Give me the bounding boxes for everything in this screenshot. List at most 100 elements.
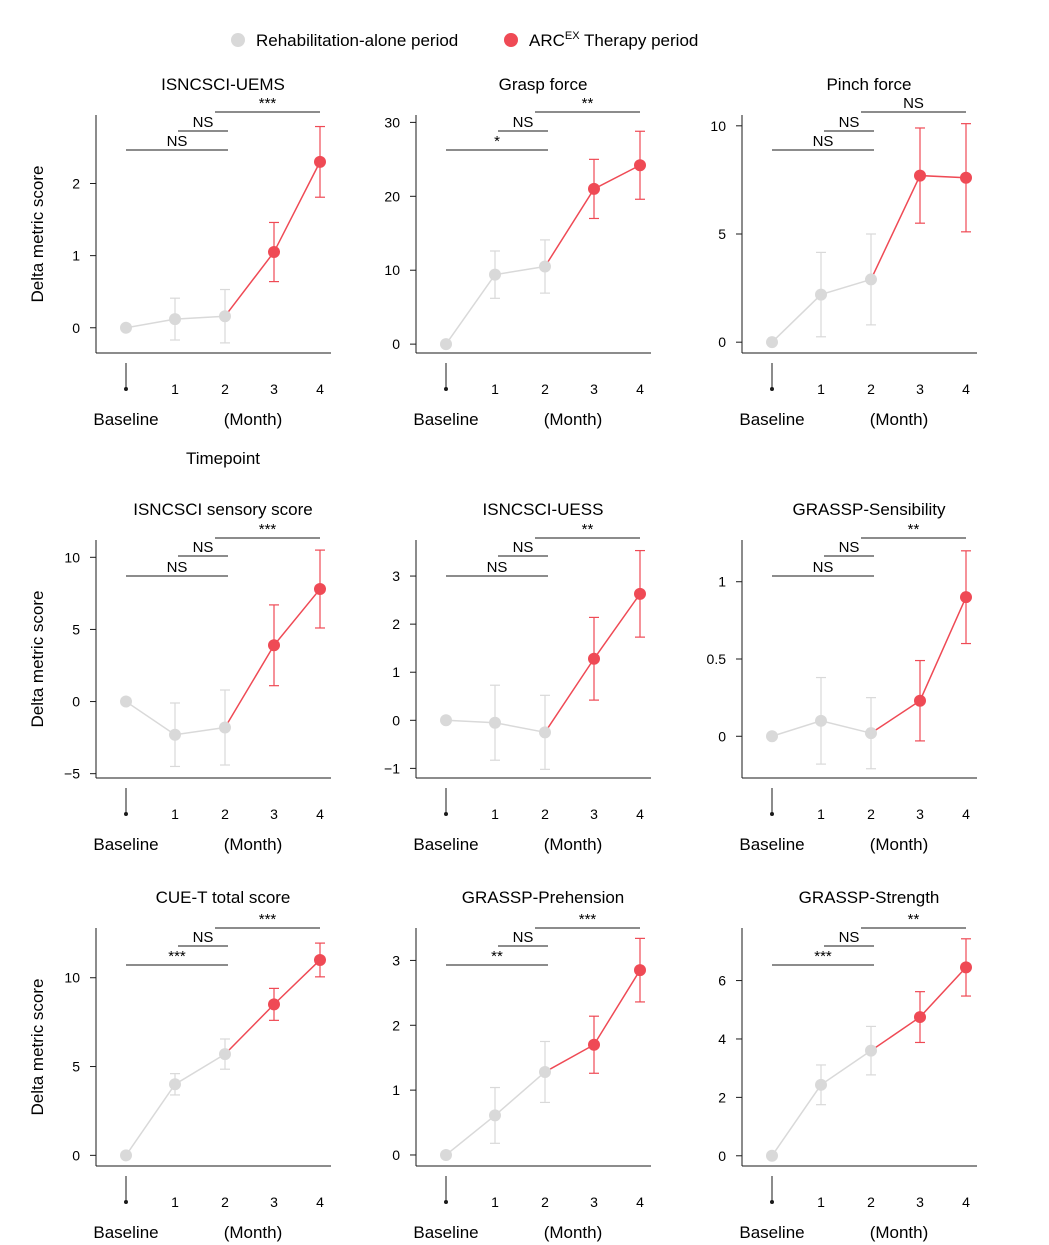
series-line-arc — [870, 596, 967, 734]
y-tick-label: 0 — [72, 694, 80, 710]
y-tick-label: 0 — [718, 1148, 726, 1164]
x-tick-label: 1 — [171, 1194, 179, 1210]
series-line-arc — [870, 174, 967, 280]
x-label-month: (Month) — [870, 835, 929, 854]
panel-title: GRASSP-Sensibility — [792, 500, 946, 519]
data-point — [914, 169, 926, 182]
x-tick-label: 3 — [270, 806, 278, 822]
data-point — [914, 694, 926, 707]
x-tick-label: 3 — [916, 806, 924, 822]
data-point — [766, 1149, 778, 1162]
panel-title: ISNCSCI-UESS — [483, 500, 604, 519]
x-label-month: (Month) — [224, 835, 283, 854]
significance-label: NS — [193, 539, 214, 556]
data-point — [268, 998, 280, 1011]
x-label-baseline: Baseline — [93, 410, 158, 429]
series-line-rehab — [125, 1053, 226, 1156]
y-tick-label: 4 — [718, 1031, 726, 1047]
significance-label: *** — [259, 521, 277, 538]
y-axis-label: Delta metric score — [28, 591, 47, 728]
x-tick-label: 1 — [171, 381, 179, 397]
y-tick-label: 0 — [392, 1147, 400, 1163]
data-point — [766, 730, 778, 743]
significance-label: NS — [813, 133, 834, 150]
x-tick-label: 2 — [541, 806, 549, 822]
y-tick-label: 0 — [392, 712, 400, 728]
data-point — [815, 714, 827, 727]
data-point — [865, 727, 877, 740]
x-tick-label: 2 — [541, 381, 549, 397]
data-point — [634, 159, 646, 172]
x-tick-label: 2 — [867, 1194, 875, 1210]
baseline-tick-dot — [770, 812, 774, 816]
data-point — [539, 726, 551, 739]
x-tick-label: 1 — [491, 1194, 499, 1210]
y-tick-label: 10 — [64, 970, 80, 986]
data-point — [440, 1148, 452, 1161]
data-point — [489, 268, 501, 281]
y-tick-label: −1 — [384, 760, 400, 776]
significance-label: *** — [168, 948, 186, 965]
data-point — [120, 695, 132, 708]
timepoint-label: Timepoint — [186, 449, 260, 468]
significance-label: * — [494, 133, 500, 150]
y-tick-label: 1 — [72, 248, 80, 264]
significance-label: NS — [193, 929, 214, 946]
panel-title: Pinch force — [826, 75, 911, 94]
x-label-baseline: Baseline — [413, 410, 478, 429]
data-point — [766, 336, 778, 349]
baseline-tick-dot — [770, 1200, 774, 1204]
y-tick-label: 5 — [718, 226, 726, 242]
panel-9: GRASSP-Strength 0 2 4 6 1 2 3 4 Baseline (Month) **… — [718, 888, 977, 1242]
significance-label: *** — [259, 95, 277, 112]
panel-title: CUE-T total score — [156, 888, 291, 907]
x-tick-label: 2 — [221, 381, 229, 397]
x-tick-label: 1 — [171, 806, 179, 822]
x-tick-label: 1 — [491, 381, 499, 397]
x-tick-label: 4 — [316, 381, 324, 397]
series-line-arc — [544, 164, 641, 267]
significance-label: NS — [513, 929, 534, 946]
x-label-baseline: Baseline — [739, 835, 804, 854]
x-label-baseline: Baseline — [739, 410, 804, 429]
y-tick-label: 3 — [392, 568, 400, 584]
y-tick-label: 10 — [64, 549, 80, 565]
data-point — [865, 273, 877, 286]
significance-label: *** — [579, 911, 597, 928]
x-label-month: (Month) — [870, 1223, 929, 1242]
data-point — [314, 953, 326, 966]
significance-label: ** — [491, 948, 503, 965]
data-point — [314, 155, 326, 168]
significance-label: NS — [513, 114, 534, 131]
significance-label: *** — [814, 948, 832, 965]
baseline-tick-dot — [124, 1200, 128, 1204]
series-line-arc — [544, 969, 641, 1073]
data-point — [815, 288, 827, 301]
data-point — [268, 639, 280, 652]
x-tick-label: 4 — [636, 806, 644, 822]
x-tick-label: 3 — [916, 1194, 924, 1210]
data-point — [914, 1011, 926, 1024]
x-tick-label: 2 — [867, 381, 875, 397]
data-point — [634, 587, 646, 600]
y-tick-label: 5 — [72, 1059, 80, 1075]
data-point — [314, 583, 326, 596]
x-label-month: (Month) — [224, 410, 283, 429]
panel-1: ISNCSCI-UEMS 0 1 2 1 2 3 4 Baseline (Month) Delta … — [28, 75, 331, 429]
baseline-tick-dot — [444, 387, 448, 391]
data-point — [219, 310, 231, 323]
x-label-month: (Month) — [224, 1223, 283, 1242]
data-point — [489, 716, 501, 729]
x-tick-label: 2 — [541, 1194, 549, 1210]
x-tick-label: 3 — [590, 1194, 598, 1210]
significance-label: NS — [813, 559, 834, 576]
y-tick-label: 0 — [718, 728, 726, 744]
y-tick-label: 10 — [384, 262, 400, 278]
significance-label: NS — [839, 929, 860, 946]
data-point — [440, 338, 452, 351]
data-point — [489, 1109, 501, 1122]
panel-title: GRASSP-Strength — [799, 888, 940, 907]
y-tick-label: −5 — [64, 766, 80, 782]
data-point — [120, 1149, 132, 1162]
